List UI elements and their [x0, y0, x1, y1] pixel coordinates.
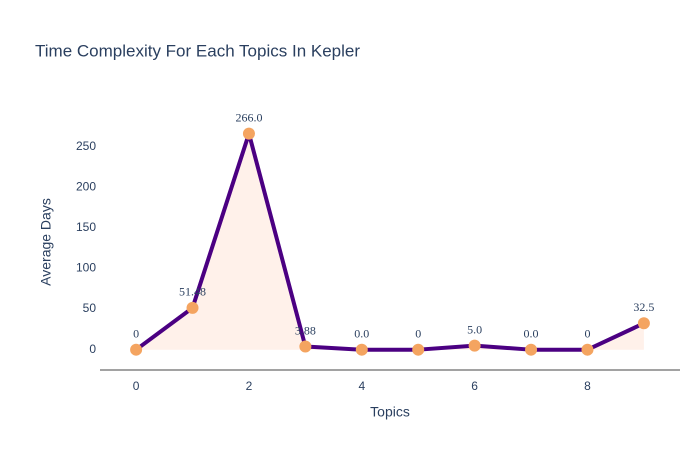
- value-label: 51.48: [179, 285, 206, 299]
- marker: [468, 339, 481, 352]
- value-label: 0.0: [354, 326, 369, 340]
- marker: [299, 340, 312, 353]
- y-tick-label: 0: [89, 342, 96, 356]
- value-label: 0.0: [524, 326, 539, 340]
- marker: [242, 127, 255, 140]
- y-tick-label: 150: [76, 220, 96, 234]
- y-axis-title: Average Days: [38, 198, 54, 286]
- value-label: 266.0: [235, 110, 262, 124]
- x-tick-label: 8: [584, 379, 591, 393]
- marker: [355, 343, 368, 356]
- y-tick-label: 100: [76, 261, 96, 275]
- x-tick-label: 4: [358, 379, 365, 393]
- marker: [525, 343, 538, 356]
- marker: [130, 343, 143, 356]
- line: [134, 131, 645, 352]
- y-tick-label: 200: [76, 179, 96, 193]
- chart-title: Time Complexity For Each Topics In Keple…: [35, 41, 360, 60]
- value-label: 0: [133, 326, 139, 340]
- x-tick-label: 2: [246, 379, 253, 393]
- value-label: 0: [584, 326, 590, 340]
- marker: [186, 301, 199, 314]
- value-label: 3.88: [295, 323, 316, 337]
- marker: [412, 343, 425, 356]
- value-label: 32.5: [633, 300, 654, 314]
- marker: [581, 343, 594, 356]
- value-label: 5.0: [467, 322, 482, 336]
- y-tick-label: 250: [76, 139, 96, 153]
- y-tick-label: 50: [83, 301, 97, 315]
- x-tick-label: 6: [471, 379, 478, 393]
- x-axis-title: Topics: [370, 404, 410, 420]
- value-label: 0: [415, 326, 421, 340]
- marker: [637, 317, 650, 330]
- x-tick-label: 0: [133, 379, 140, 393]
